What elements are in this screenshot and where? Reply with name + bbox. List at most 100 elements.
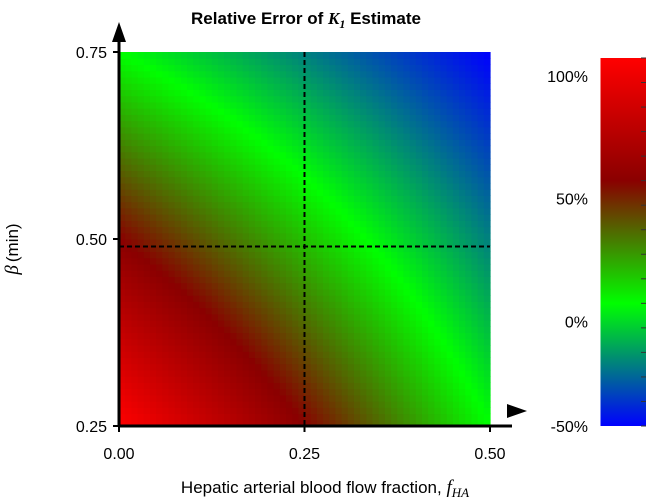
heatmap-cell [446, 382, 454, 390]
heatmap-cell [452, 257, 460, 265]
heatmap-cell [316, 307, 324, 315]
heatmap-cell [279, 257, 287, 265]
heatmap-cell [119, 401, 126, 408]
heatmap-cell [477, 189, 485, 196]
heatmap-cell [403, 288, 411, 296]
heatmap-cell [372, 220, 380, 228]
heatmap-cell [483, 76, 491, 84]
heatmap-cell [143, 157, 151, 165]
heatmap-cell [384, 413, 392, 421]
heatmap-cell [125, 133, 132, 140]
heatmap-cell [304, 120, 312, 128]
heatmap-cell [156, 89, 163, 97]
heatmap-cell [316, 70, 324, 78]
heatmap-cell [335, 101, 343, 109]
heatmap-cell [187, 388, 194, 396]
heatmap-cell [230, 189, 238, 196]
heatmap-cell [446, 52, 454, 59]
heatmap-cell [298, 114, 306, 122]
heatmap-cell [217, 189, 225, 196]
heatmap-cell [465, 419, 473, 427]
heatmap-cell [125, 157, 132, 165]
heatmap-cell [353, 394, 361, 402]
heatmap-cell [298, 70, 306, 78]
heatmap-cell [187, 263, 194, 271]
heatmap-cell [384, 344, 392, 352]
heatmap-cell [285, 239, 293, 246]
heatmap-cell [230, 201, 238, 209]
heatmap-cell [174, 201, 182, 209]
heatmap-cell [131, 407, 139, 415]
heatmap-cell [125, 307, 132, 315]
heatmap-cell [279, 326, 287, 334]
heatmap-cell [360, 64, 367, 72]
heatmap-cell [409, 76, 417, 84]
heatmap-cell [360, 313, 367, 321]
heatmap-cell [341, 276, 349, 284]
heatmap-cell [421, 313, 429, 321]
heatmap-cell [421, 295, 429, 302]
heatmap-cell [440, 245, 448, 253]
heatmap-cell [428, 394, 435, 402]
heatmap-cell [316, 288, 324, 296]
heatmap-cell [162, 276, 170, 284]
heatmap-cell [465, 257, 473, 265]
heatmap-cell [323, 145, 330, 153]
heatmap-cell [310, 195, 318, 203]
heatmap-cell [217, 226, 225, 234]
heatmap-cell [255, 338, 262, 346]
heatmap-cell [224, 270, 231, 277]
heatmap-cell [329, 320, 337, 327]
heatmap-cell [236, 120, 244, 128]
heatmap-cell [273, 214, 281, 221]
heatmap-cell [168, 195, 176, 203]
heatmap-cell [341, 189, 349, 196]
heatmap-cell [465, 245, 473, 253]
heatmap-cell [168, 151, 176, 159]
heatmap-cell [193, 307, 200, 315]
heatmap-cell [199, 382, 207, 390]
heatmap-cell [347, 419, 355, 427]
heatmap-cell [224, 351, 231, 359]
heatmap-cell [143, 207, 151, 215]
heatmap-cell [285, 201, 293, 209]
heatmap-cell [137, 195, 145, 203]
heatmap-cell [440, 313, 448, 321]
heatmap-cell [459, 182, 466, 190]
heatmap-cell [366, 64, 374, 72]
heatmap-cell [149, 295, 157, 302]
heatmap-cell [329, 326, 337, 334]
heatmap-cell [180, 295, 188, 302]
heatmap-cell [279, 151, 287, 159]
heatmap-cell [366, 369, 374, 377]
heatmap-cell [199, 251, 207, 259]
heatmap-cell [236, 276, 244, 284]
heatmap-cell [285, 263, 293, 271]
heatmap-cell [446, 108, 454, 115]
heatmap-cell [452, 263, 460, 271]
heatmap-cell [353, 139, 361, 147]
heatmap-cell [378, 276, 386, 284]
heatmap-cell [180, 357, 188, 365]
heatmap-cell [267, 195, 275, 203]
heatmap-cell [217, 257, 225, 265]
heatmap-cell [217, 64, 225, 72]
heatmap-cell [409, 120, 417, 128]
heatmap-cell [168, 282, 176, 290]
heatmap-cell [323, 70, 330, 78]
heatmap-cell [267, 239, 275, 246]
heatmap-cell [125, 108, 132, 115]
heatmap-cell [261, 394, 268, 402]
heatmap-cell [415, 89, 423, 97]
heatmap-cell [217, 70, 225, 78]
heatmap-cell [403, 182, 411, 190]
heatmap-cell [137, 263, 145, 271]
heatmap-cell [180, 76, 188, 84]
heatmap-cell [397, 189, 405, 196]
heatmap-cell [279, 332, 287, 340]
heatmap-cell [452, 245, 460, 253]
heatmap-cell [378, 376, 386, 383]
heatmap-cell [471, 369, 479, 377]
heatmap-cell [211, 189, 219, 196]
heatmap-cell [483, 245, 491, 253]
